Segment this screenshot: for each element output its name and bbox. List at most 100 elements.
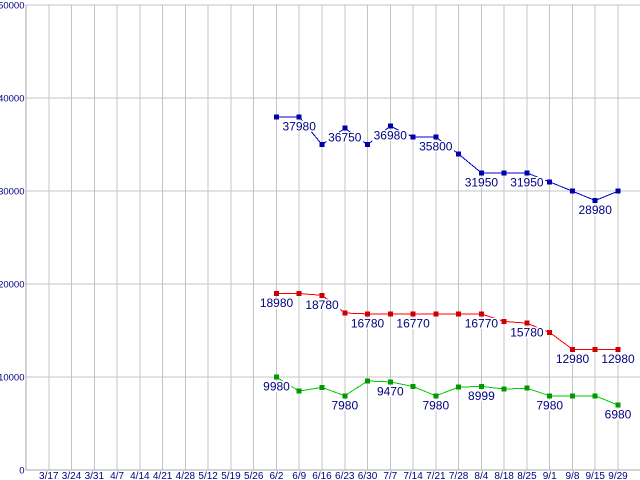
x-tick-label: 5/12 <box>198 471 218 480</box>
y-tick-label: 10000 <box>0 373 25 384</box>
data-point-marker <box>524 385 530 391</box>
data-point-marker <box>319 292 325 298</box>
data-point-marker <box>319 142 325 148</box>
data-point-marker <box>387 379 393 385</box>
x-tick-label: 8/4 <box>474 471 488 480</box>
point-label-backdrop <box>281 120 318 132</box>
data-point-marker <box>570 346 575 352</box>
point-value-label: 18780 <box>305 298 339 312</box>
x-tick-label: 9/29 <box>608 471 628 480</box>
point-value-label: 16770 <box>465 317 499 331</box>
point-value-label: 16780 <box>351 316 385 330</box>
y-tick-labels: 0 10000 20000 30000 40000 50000 <box>0 1 25 477</box>
data-point-marker <box>592 198 598 203</box>
data-point-marker <box>365 378 370 384</box>
x-tick-label: 5/26 <box>244 471 264 480</box>
data-point-marker <box>501 170 507 176</box>
data-point-marker <box>501 318 507 324</box>
point-value-label: 12980 <box>601 352 635 366</box>
series-red-point-labels: 18980 18780 16780 16770 16770 15780 12980 12980 <box>258 296 637 366</box>
x-tick-label: 5/19 <box>221 471 241 480</box>
data-point-marker <box>387 123 393 129</box>
data-point-marker <box>592 393 598 399</box>
x-tick-label: 6/16 <box>312 471 332 480</box>
x-tick-label: 7/7 <box>383 471 397 480</box>
point-value-label: 31950 <box>510 175 544 189</box>
x-tick-label: 9/15 <box>585 471 605 480</box>
data-point-marker <box>342 310 348 316</box>
point-value-label: 37980 <box>283 119 317 133</box>
x-tick-label: 6/9 <box>292 471 306 480</box>
data-point-marker <box>433 311 439 317</box>
data-point-marker <box>547 393 553 399</box>
data-point-marker <box>570 188 575 194</box>
data-point-marker <box>456 151 462 157</box>
point-value-label: 18980 <box>260 296 294 310</box>
point-value-label: 28980 <box>579 203 613 217</box>
x-tick-label: 3/24 <box>62 471 82 480</box>
point-value-label: 9980 <box>263 380 290 394</box>
x-tick-labels: 3/17 3/24 3/31 4/7 4/14 4/21 4/28 5/12 5/19 5/26 6… <box>39 471 628 480</box>
point-label-backdrop <box>258 297 295 309</box>
point-label-backdrop <box>603 409 633 421</box>
x-tick-label: 4/14 <box>130 471 150 480</box>
grid-lines <box>26 4 640 470</box>
point-label-backdrop <box>508 176 546 188</box>
data-point-marker <box>592 346 598 352</box>
x-tick-label: 8/18 <box>494 471 514 480</box>
data-point-marker <box>365 311 370 317</box>
data-point-marker <box>296 114 302 120</box>
series-green-markers <box>274 374 621 408</box>
point-value-label: 15780 <box>510 326 544 340</box>
point-value-label: 31950 <box>465 175 499 189</box>
data-point-marker <box>342 125 348 131</box>
point-value-label: 8999 <box>468 389 495 403</box>
x-tick-label: 9/1 <box>543 471 557 480</box>
data-point-marker <box>615 188 621 194</box>
y-tick-label: 0 <box>19 466 24 477</box>
data-point-marker <box>410 384 416 389</box>
series-blue-line <box>276 116 619 202</box>
x-tick-label: 4/7 <box>110 471 124 480</box>
data-point-marker <box>387 311 393 317</box>
data-point-marker <box>615 402 621 408</box>
data-point-marker <box>478 311 484 317</box>
point-label-backdrop <box>261 381 292 393</box>
data-point-marker <box>296 291 302 296</box>
x-tick-label: 3/31 <box>85 471 105 480</box>
data-point-marker <box>365 142 370 148</box>
data-point-marker <box>410 134 416 140</box>
axes <box>25 5 640 471</box>
point-label-backdrop <box>303 299 341 311</box>
x-tick-label: 4/21 <box>153 471 173 480</box>
point-label-backdrop <box>534 399 565 411</box>
x-tick-label: 7/14 <box>403 471 423 480</box>
data-point-marker <box>342 393 348 399</box>
point-label-backdrop <box>577 204 614 216</box>
data-point-marker <box>296 388 302 394</box>
point-value-label: 7980 <box>536 398 563 412</box>
series-green-line <box>276 376 619 406</box>
y-tick-label: 40000 <box>0 94 25 105</box>
x-tick-label: 3/17 <box>39 471 59 480</box>
point-label-backdrop <box>554 353 591 365</box>
x-tick-label: 4/28 <box>176 471 196 480</box>
point-label-backdrop <box>463 318 500 329</box>
point-label-backdrop <box>599 353 637 365</box>
y-tick-label: 30000 <box>0 187 25 198</box>
point-value-label: 35800 <box>419 140 453 154</box>
point-value-label: 16770 <box>396 317 430 331</box>
point-value-label: 7980 <box>331 398 358 412</box>
series-blue-point-labels: 37980 36750 36980 35800 31950 31950 28980 <box>281 119 614 217</box>
series-blue-markers <box>274 114 621 203</box>
data-point-marker <box>501 386 507 392</box>
data-point-marker <box>456 311 462 317</box>
point-label-backdrop <box>375 385 406 397</box>
point-label-backdrop <box>394 318 432 329</box>
point-label-backdrop <box>417 141 455 153</box>
data-point-marker <box>524 170 530 176</box>
x-tick-label: 7/28 <box>449 471 469 480</box>
x-tick-label: 6/30 <box>358 471 378 480</box>
